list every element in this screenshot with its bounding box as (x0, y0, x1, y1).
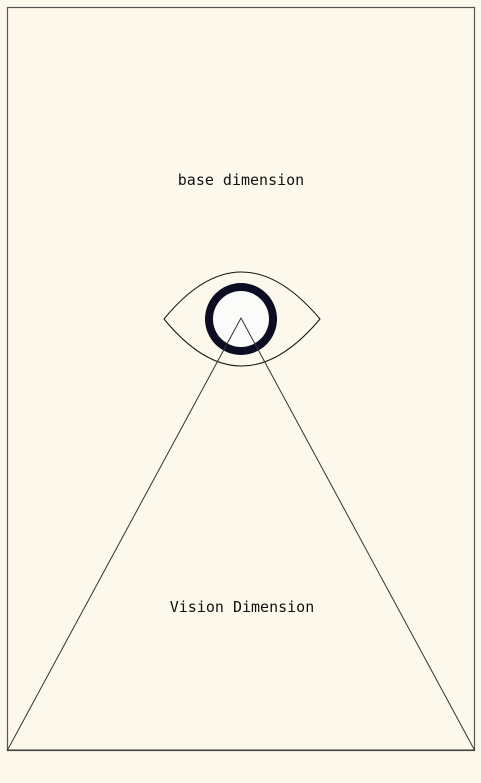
vision-dimension-label: Vision Dimension (169, 598, 315, 616)
base-frame (6, 6, 476, 752)
vision-cone (6, 316, 476, 751)
base-dimension-label: base dimension (177, 171, 305, 189)
eye-outline (163, 271, 321, 367)
